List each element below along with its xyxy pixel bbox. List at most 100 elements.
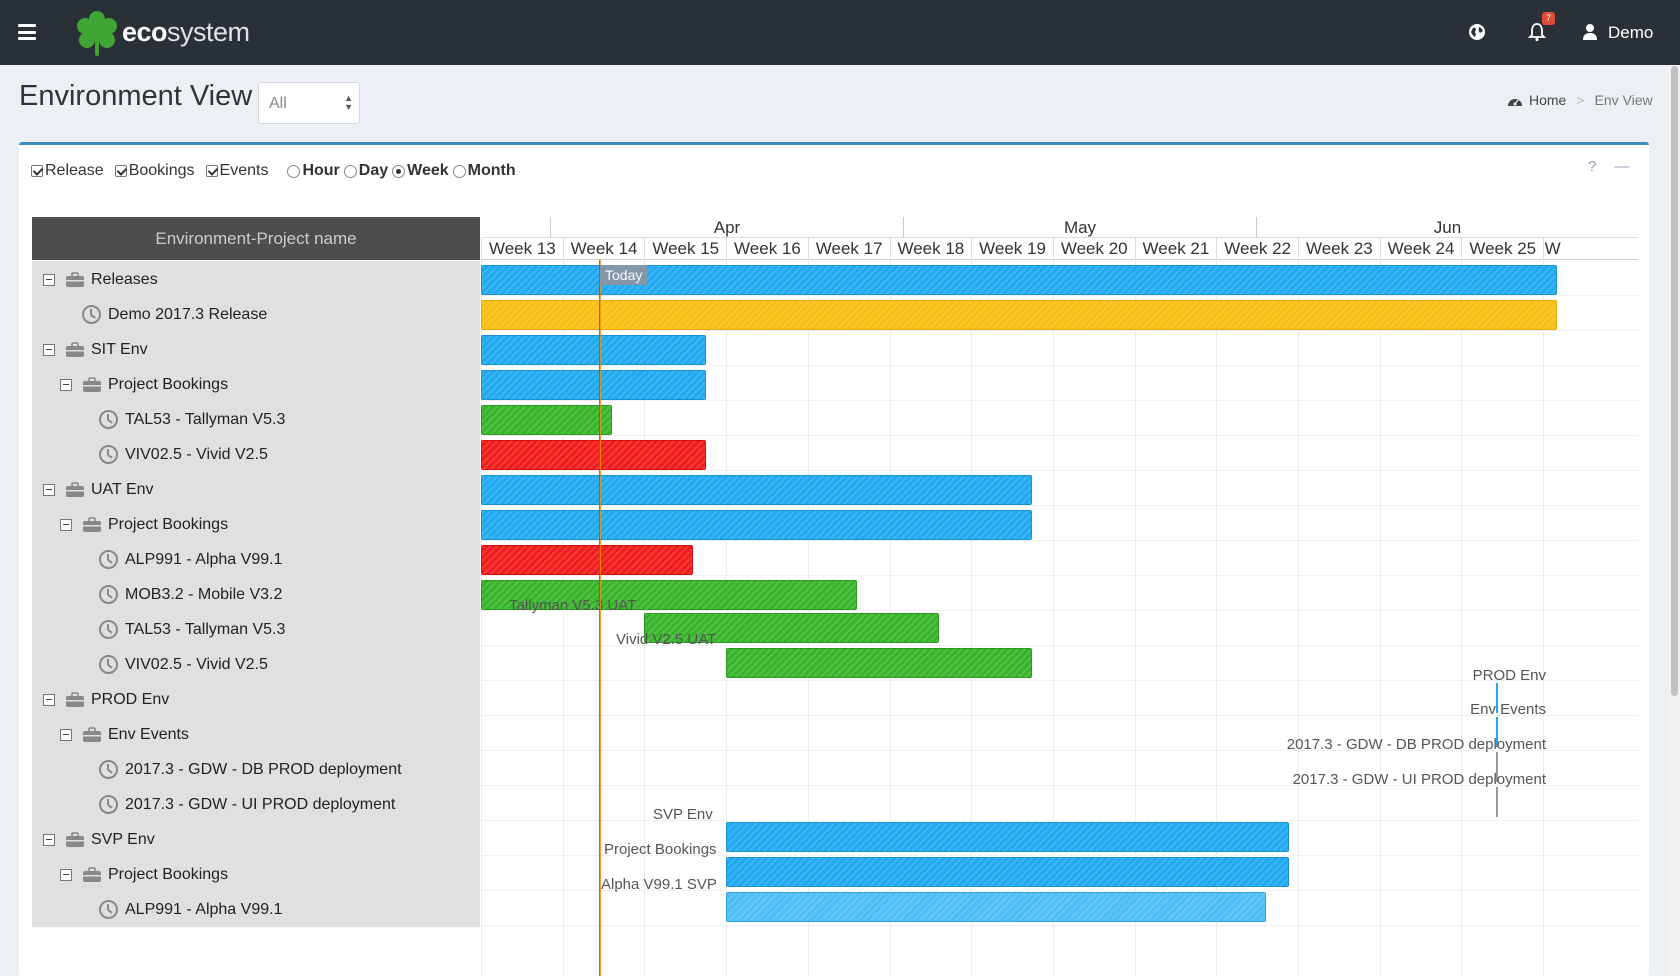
prod-env-marker[interactable] xyxy=(1496,683,1498,713)
day-label: Day xyxy=(358,162,389,179)
breadcrumb-current: Env View xyxy=(1594,92,1653,108)
grid-line xyxy=(481,365,1638,366)
user-name[interactable]: Demo xyxy=(1608,23,1654,42)
row-label: ALP991 - Alpha V99.1 xyxy=(125,551,283,568)
minimize-button[interactable]: — xyxy=(1614,158,1630,175)
sit-env-bar[interactable] xyxy=(481,335,706,365)
gantt-row[interactable]: PROD Env xyxy=(32,681,480,718)
gantt-row[interactable]: VIV02.5 - Vivid V2.5 xyxy=(32,646,480,683)
gantt-row[interactable]: TAL53 - Tallyman V5.3 xyxy=(32,401,480,438)
month-header: Apr May Jun xyxy=(481,217,1638,238)
collapse-toggle-icon[interactable] xyxy=(60,379,72,391)
gantt-row[interactable]: SIT Env xyxy=(32,331,480,368)
menu-toggle-icon[interactable] xyxy=(18,24,36,40)
grid-line xyxy=(481,295,1638,296)
collapse-toggle-icon[interactable] xyxy=(43,484,55,496)
grid-line xyxy=(481,435,1638,436)
row-label: 2017.3 - GDW - DB PROD deployment xyxy=(125,761,402,778)
clover-logo-icon[interactable] xyxy=(72,8,122,58)
grid-line xyxy=(481,470,1638,471)
week-label: Week 25 xyxy=(1461,238,1543,260)
globe-icon[interactable] xyxy=(1467,22,1487,42)
svp-alpha-bar[interactable] xyxy=(726,892,1266,922)
clock-icon xyxy=(99,655,118,674)
release-toggle[interactable]: Release xyxy=(31,162,104,180)
week-label: Week 15 xyxy=(644,238,726,260)
collapse-toggle-icon[interactable] xyxy=(43,274,55,286)
gantt-row[interactable]: ALP991 - Alpha V99.1 xyxy=(32,891,480,928)
gantt-row[interactable]: TAL53 - Tallyman V5.3 xyxy=(32,611,480,648)
day-radio[interactable] xyxy=(343,164,357,178)
uat-vivid-bar[interactable] xyxy=(726,648,1032,678)
gantt-row[interactable]: UAT Env xyxy=(32,471,480,508)
collapse-toggle-icon[interactable] xyxy=(43,694,55,706)
briefcase-icon xyxy=(65,482,85,498)
uat-bookings-bar[interactable] xyxy=(481,510,1032,540)
month-radio[interactable] xyxy=(452,164,466,178)
gantt-row[interactable]: 2017.3 - GDW - UI PROD deployment xyxy=(32,786,480,823)
gantt-row[interactable]: Env Events xyxy=(32,716,480,753)
breadcrumb: Home > Env View xyxy=(1507,92,1653,108)
scale-day-option[interactable]: Day xyxy=(343,162,389,180)
collapse-toggle-icon[interactable] xyxy=(60,519,72,531)
uat-mobile-bar[interactable] xyxy=(481,580,857,610)
uat-tallyman-bar[interactable] xyxy=(644,613,939,643)
db-deploy-marker[interactable] xyxy=(1496,752,1498,782)
clock-icon xyxy=(99,585,118,604)
user-icon[interactable] xyxy=(1580,22,1600,42)
events-checkbox[interactable] xyxy=(205,165,218,177)
briefcase-icon xyxy=(82,377,102,393)
release-label: Release xyxy=(45,162,104,179)
gantt-row[interactable]: Project Bookings xyxy=(32,856,480,893)
row-label: TAL53 - Tallyman V5.3 xyxy=(125,621,286,638)
month-label: Apr xyxy=(550,217,903,238)
gantt-row[interactable]: SVP Env xyxy=(32,821,480,858)
gantt-row[interactable]: Project Bookings xyxy=(32,366,480,403)
releases-bar[interactable] xyxy=(481,265,1557,295)
bookings-checkbox[interactable] xyxy=(114,165,127,177)
page-scrollbar-thumb[interactable] xyxy=(1671,66,1678,696)
breadcrumb-home[interactable]: Home xyxy=(1529,92,1567,108)
grid-line xyxy=(481,925,1638,926)
gantt-row[interactable]: VIV02.5 - Vivid V2.5 xyxy=(32,436,480,473)
sit-vivid-bar[interactable] xyxy=(481,440,706,470)
hour-radio[interactable] xyxy=(287,164,301,178)
uat-env-bar[interactable] xyxy=(481,475,1032,505)
week-radio[interactable] xyxy=(392,164,406,178)
gantt-row[interactable]: Demo 2017.3 Release xyxy=(32,296,480,333)
env-events-marker[interactable] xyxy=(1496,717,1498,747)
row-label: PROD Env xyxy=(91,691,170,708)
gantt-row[interactable]: Project Bookings xyxy=(32,506,480,543)
collapse-toggle-icon[interactable] xyxy=(43,834,55,846)
release-checkbox[interactable] xyxy=(31,165,43,177)
gantt-row[interactable]: 2017.3 - GDW - DB PROD deployment xyxy=(32,751,480,788)
grid-line xyxy=(481,575,1638,576)
uat-alpha-bar[interactable] xyxy=(481,545,693,575)
grid-line xyxy=(562,260,564,976)
week-label: Week 14 xyxy=(562,238,645,260)
gantt-chart: Environment-Project name Releases Demo 20… xyxy=(32,217,1638,976)
collapse-toggle-icon[interactable] xyxy=(60,869,72,881)
collapse-toggle-icon[interactable] xyxy=(43,344,55,356)
scale-hour-option[interactable]: Hour xyxy=(287,162,340,180)
gantt-row[interactable]: ALP991 - Alpha V99.1 xyxy=(32,541,480,578)
scale-month-option[interactable]: Month xyxy=(452,162,516,180)
svp-bookings-bar[interactable] xyxy=(726,857,1289,887)
bookings-toggle[interactable]: Bookings xyxy=(114,162,195,180)
demo-release-bar[interactable] xyxy=(481,300,1557,330)
environment-filter-select[interactable]: All ▲ ▼ xyxy=(258,82,360,124)
help-button[interactable]: ? xyxy=(1588,158,1597,175)
ui-deploy-marker[interactable] xyxy=(1496,787,1498,817)
gantt-row[interactable]: Releases xyxy=(32,261,480,298)
scale-week-option[interactable]: Week xyxy=(392,162,449,180)
sit-tallyman-bar[interactable] xyxy=(481,405,612,435)
week-label: Week 23 xyxy=(1298,238,1380,260)
sit-bookings-bar[interactable] xyxy=(481,370,706,400)
gantt-row[interactable]: MOB3.2 - Mobile V3.2 xyxy=(32,576,480,613)
bell-icon[interactable] xyxy=(1527,22,1547,42)
brand-name[interactable]: ecosystem xyxy=(122,17,250,48)
row-label: Project Bookings xyxy=(108,866,229,883)
svp-env-bar[interactable] xyxy=(726,822,1289,852)
events-toggle[interactable]: Events xyxy=(205,162,268,180)
collapse-toggle-icon[interactable] xyxy=(60,729,72,741)
